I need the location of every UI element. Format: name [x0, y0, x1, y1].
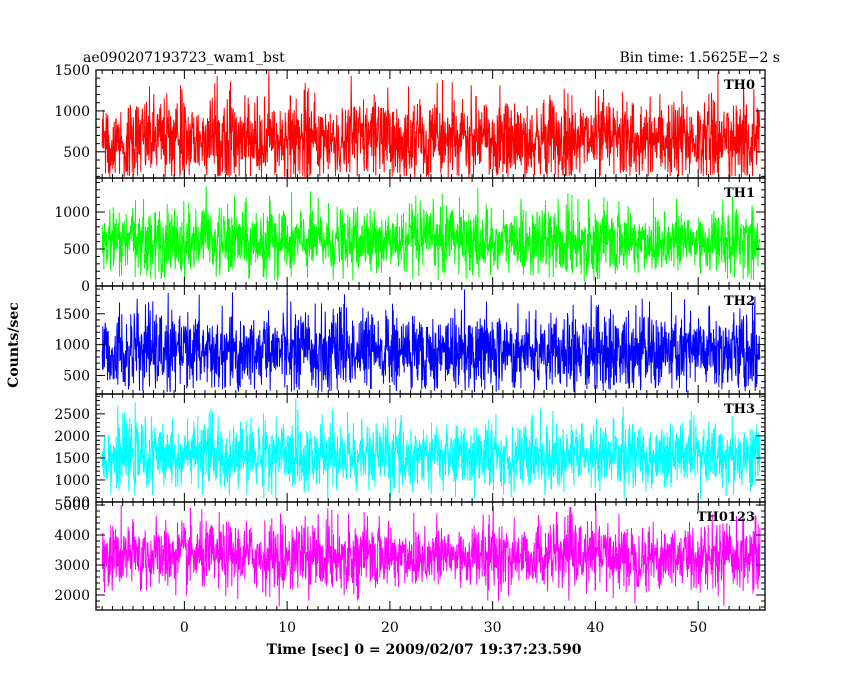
panel-frame — [95, 501, 766, 611]
panel-th3: 500 1000 1500 2000 2500 TH3 — [54, 393, 766, 511]
chart-title-right: Bin time: 1.5625E−2 s — [619, 50, 780, 66]
y-axis-label: Counts/sec — [6, 302, 22, 388]
x-tick-label: 40 — [587, 620, 605, 636]
x-axis: 0 10 20 30 40 50 — [180, 620, 707, 636]
panel-th1: 0 500 1000 TH1 — [54, 177, 766, 295]
y-tick-label: 1500 — [54, 307, 90, 323]
x-tick-label: 30 — [484, 620, 502, 636]
y-tick-label: 500 — [63, 242, 90, 258]
chart-title-left: ae090207193723_wam1_bst — [83, 50, 285, 66]
panel-label: TH1 — [724, 186, 755, 201]
panel-label: TH3 — [724, 402, 755, 417]
y-tick-label: 2000 — [54, 429, 90, 445]
panel-th2: 500 1000 1500 TH2 — [54, 285, 766, 395]
y-tick-label: 5000 — [54, 498, 90, 514]
x-tick-label: 20 — [381, 620, 399, 636]
y-tick-label: 2000 — [54, 588, 90, 604]
panels-group: 50010001500TH005001000TH150010001500TH25… — [54, 63, 766, 611]
panel-th0123: 2000 3000 4000 5000 TH0123 — [54, 498, 766, 611]
y-tick-label: 1500 — [54, 63, 90, 79]
y-tick-label: 1000 — [54, 104, 90, 120]
y-tick-label: 500 — [63, 495, 90, 511]
y-tick-label: 1000 — [54, 473, 90, 489]
y-tick-label: 1000 — [54, 205, 90, 221]
panel-label: TH0 — [724, 78, 755, 93]
x-tick-label: 10 — [278, 620, 296, 636]
y-tick-label: 500 — [63, 145, 90, 161]
panel-label: TH2 — [724, 294, 755, 309]
series-th2 — [101, 289, 761, 393]
y-tick-label: 3000 — [54, 558, 90, 574]
series-th0123 — [101, 504, 761, 607]
series-th1 — [101, 186, 761, 282]
y-tick-label: 1500 — [54, 451, 90, 467]
x-tick-label: 50 — [689, 620, 707, 636]
y-tick-label: 2500 — [54, 407, 90, 423]
y-tick-label: 500 — [63, 368, 90, 384]
y-tick-label: 1000 — [54, 338, 90, 354]
series-th0 — [101, 71, 761, 178]
x-axis-label: Time [sec] 0 = 2009/02/07 19:37:23.590 — [267, 642, 582, 658]
panel-label: TH0123 — [697, 510, 755, 525]
panel-th0: 500 1000 1500 TH0 — [54, 63, 766, 179]
y-tick-label: 4000 — [54, 528, 90, 544]
y-tick-label: 0 — [81, 279, 90, 295]
x-tick-label: 0 — [180, 620, 189, 636]
series-th3 — [101, 399, 761, 500]
